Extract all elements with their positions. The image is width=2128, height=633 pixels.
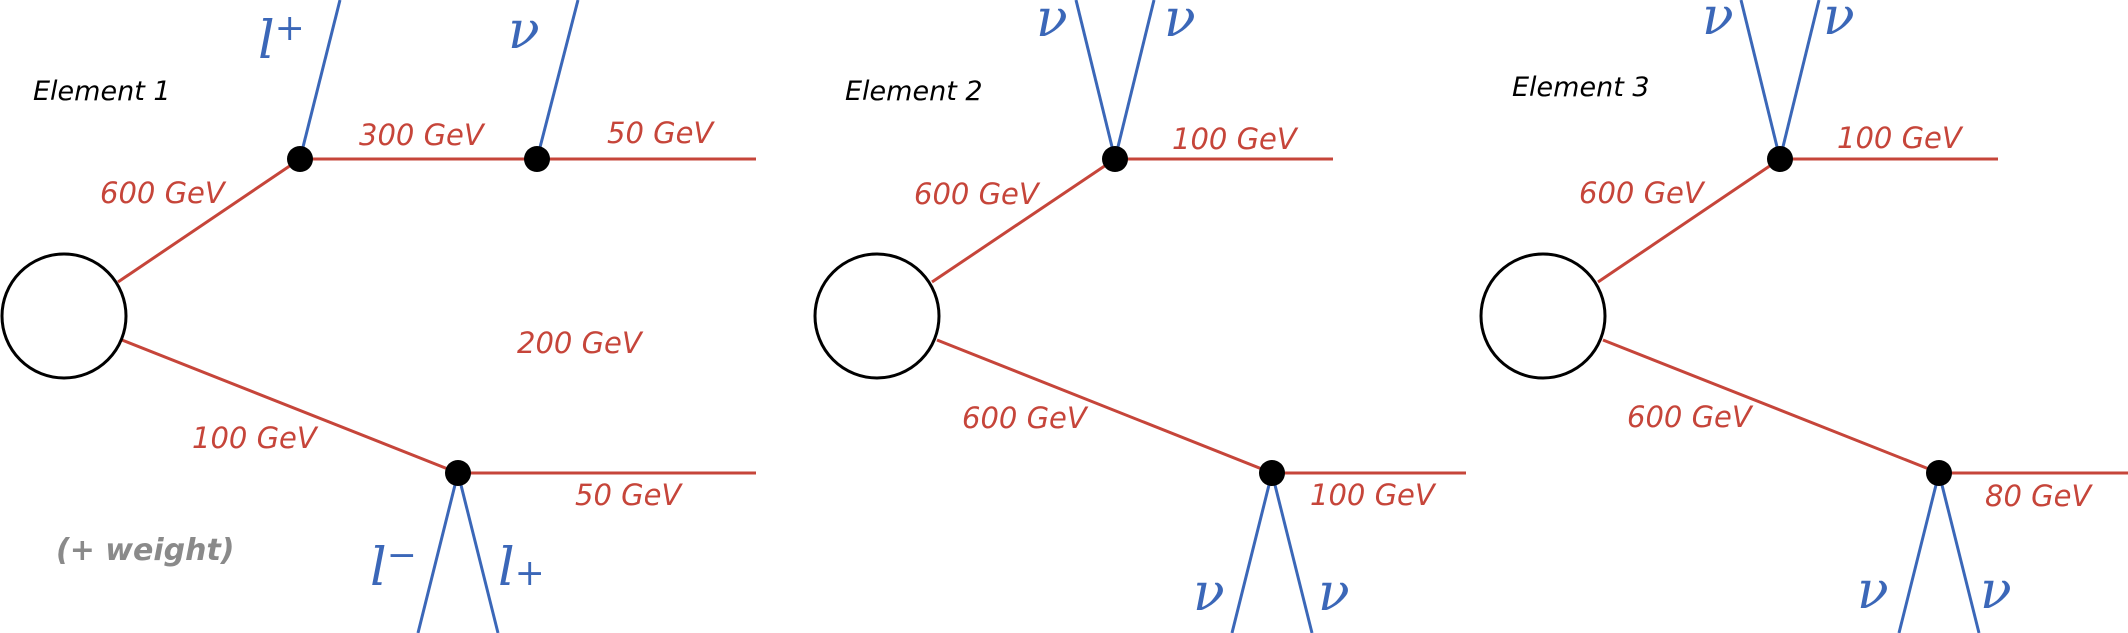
element-3-top-vertex xyxy=(1767,146,1793,172)
element-3-title: Element 3 xyxy=(1512,72,1650,103)
element-3-top-neutrino-right-line xyxy=(1778,0,1821,160)
element-3-bottom-neutrino-left-line xyxy=(1897,472,1941,633)
element-3-top-mother-line xyxy=(1597,157,1781,284)
element-1-bottom-lepton-right-label: l+ xyxy=(498,538,545,598)
element-3-bottom-neutrino-left-label: ν xyxy=(1857,561,1889,621)
element-1-floating-mass: 200 GeV xyxy=(517,326,644,360)
particle-symbol: l xyxy=(498,538,515,598)
element-2-top-neutrino-left-line xyxy=(1074,0,1117,160)
element-2-particle-lines xyxy=(1074,0,1314,633)
element-3-top-lsp-mass: 100 GeV xyxy=(1837,121,1964,155)
element-2-bottom-mother-mass: 600 GeV xyxy=(962,401,1089,435)
element-1-bottom-lsp-mass: 50 GeV xyxy=(575,478,683,512)
element-1-interaction-blob xyxy=(0,252,128,380)
element-1-top-neutrino-label: ν xyxy=(508,1,540,61)
element-2-top-neutrino-right-line xyxy=(1113,0,1156,160)
element-1-bottom-lepton-right-line xyxy=(456,472,500,633)
element-1: Element 1 600 GeV 300 GeV 50 GeV 200 GeV… xyxy=(0,0,756,633)
element-1-top-mother-line xyxy=(117,157,301,284)
element-3-bottom-mother-mass: 600 GeV xyxy=(1627,400,1754,434)
element-1-top-mother-mass: 600 GeV xyxy=(100,176,227,210)
element-3-bottom-vertex xyxy=(1926,460,1952,486)
particle-symbol: l xyxy=(370,538,387,598)
element-3: Element 3 600 GeV 100 GeV 600 GeV 80 GeV… xyxy=(1479,0,2128,633)
element-2-top-neutrino-right-label: ν xyxy=(1164,0,1196,49)
element-2-interaction-blob xyxy=(813,252,941,380)
element-1-bottom-lepton-left-line xyxy=(416,472,460,633)
element-3-top-neutrino-left-line xyxy=(1739,0,1782,160)
element-3-top-mother-mass: 600 GeV xyxy=(1579,176,1706,210)
element-1-top-lsp-mass: 50 GeV xyxy=(607,116,715,150)
element-1-bottom-mother-line xyxy=(121,338,459,475)
element-2-bottom-neutrino-left-line xyxy=(1230,472,1274,633)
element-1-sm-lines xyxy=(117,157,756,475)
element-1-top-vertex-2 xyxy=(524,146,550,172)
element-2-bottom-neutrino-left-label: ν xyxy=(1193,563,1225,623)
element-3-interaction-blob xyxy=(1479,252,1607,380)
element-2-bottom-vertex xyxy=(1259,460,1285,486)
element-3-top-neutrino-right-label: ν xyxy=(1823,0,1855,47)
element-1-top-intermediate-mass: 300 GeV xyxy=(359,118,486,152)
element-1-bottom-vertex xyxy=(445,460,471,486)
element-2: Element 2 600 GeV 100 GeV 600 GeV 100 Ge… xyxy=(813,0,1466,633)
element-3-sm-lines xyxy=(1597,157,2128,475)
element-3-bottom-lsp-mass: 80 GeV xyxy=(1985,479,2093,513)
particle-symbol: l xyxy=(258,11,275,71)
element-2-title: Element 2 xyxy=(845,76,983,107)
element-1-top-vertex-1 xyxy=(287,146,313,172)
element-1-bottom-lepton-left-label: l− xyxy=(370,535,417,598)
element-1-particle-lines xyxy=(298,0,580,633)
element-2-bottom-neutrino-right-label: ν xyxy=(1318,563,1350,623)
element-3-bottom-neutrino-right-label: ν xyxy=(1980,561,2012,621)
element-2-bottom-mother-line xyxy=(936,338,1273,475)
element-2-bottom-neutrino-right-line xyxy=(1270,472,1314,633)
element-1-weight-label: (+ weight) xyxy=(56,533,235,568)
element-2-top-neutrino-left-label: ν xyxy=(1036,0,1068,49)
particle-charge: + xyxy=(275,8,305,49)
element-2-sm-lines xyxy=(931,157,1466,475)
element-2-top-mother-mass: 600 GeV xyxy=(914,177,1041,211)
element-1-top-neutrino-line xyxy=(535,0,580,160)
element-2-bottom-lsp-mass: 100 GeV xyxy=(1310,478,1437,512)
element-1-top-lepton-line xyxy=(298,0,342,160)
element-3-bottom-mother-line xyxy=(1602,338,1940,475)
element-3-bottom-neutrino-right-line xyxy=(1937,472,1981,633)
element-2-top-lsp-mass: 100 GeV xyxy=(1172,122,1299,156)
particle-charge: + xyxy=(515,553,545,594)
element-2-top-mother-line xyxy=(931,157,1116,284)
element-1-bottom-mother-mass: 100 GeV xyxy=(192,421,319,455)
element-2-top-vertex xyxy=(1102,146,1128,172)
particle-charge: − xyxy=(387,535,417,576)
element-1-top-lepton-label: l+ xyxy=(258,8,305,71)
element-3-particle-lines xyxy=(1739,0,1981,633)
element-3-top-neutrino-left-label: ν xyxy=(1702,0,1734,47)
element-1-title: Element 1 xyxy=(33,76,171,107)
